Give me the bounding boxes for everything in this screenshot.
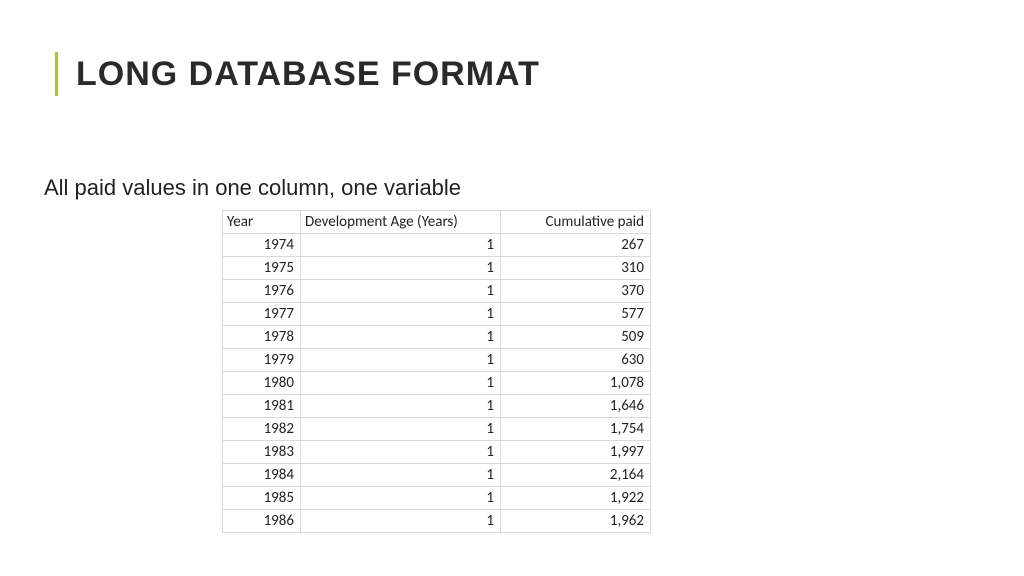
cell-dev-age: 1	[301, 418, 501, 441]
cell-cum-paid: 630	[501, 349, 651, 372]
table-row: 198111,646	[223, 395, 651, 418]
cell-year: 1982	[223, 418, 301, 441]
cell-dev-age: 1	[301, 487, 501, 510]
cell-dev-age: 1	[301, 395, 501, 418]
table-row: 198412,164	[223, 464, 651, 487]
cell-year: 1985	[223, 487, 301, 510]
cell-cum-paid: 1,962	[501, 510, 651, 533]
cell-year: 1981	[223, 395, 301, 418]
table-row: 198511,922	[223, 487, 651, 510]
cell-dev-age: 1	[301, 257, 501, 280]
cell-dev-age: 1	[301, 303, 501, 326]
table-row: 19741267	[223, 234, 651, 257]
cell-year: 1978	[223, 326, 301, 349]
cell-dev-age: 1	[301, 349, 501, 372]
table-header-row: Year Development Age (Years) Cumulative …	[223, 211, 651, 234]
table-row: 198611,962	[223, 510, 651, 533]
cell-year: 1980	[223, 372, 301, 395]
title-accent-bar	[55, 52, 58, 96]
data-table-container: Year Development Age (Years) Cumulative …	[222, 210, 651, 533]
cell-year: 1983	[223, 441, 301, 464]
cell-cum-paid: 577	[501, 303, 651, 326]
col-header-dev-age: Development Age (Years)	[301, 211, 501, 234]
cell-dev-age: 1	[301, 372, 501, 395]
cell-cum-paid: 310	[501, 257, 651, 280]
cell-dev-age: 1	[301, 280, 501, 303]
cell-year: 1984	[223, 464, 301, 487]
cell-dev-age: 1	[301, 464, 501, 487]
cell-cum-paid: 267	[501, 234, 651, 257]
cell-cum-paid: 1,997	[501, 441, 651, 464]
cell-cum-paid: 2,164	[501, 464, 651, 487]
data-table: Year Development Age (Years) Cumulative …	[222, 210, 651, 533]
cell-cum-paid: 1,646	[501, 395, 651, 418]
cell-year: 1986	[223, 510, 301, 533]
cell-cum-paid: 509	[501, 326, 651, 349]
table-row: 198311,997	[223, 441, 651, 464]
cell-cum-paid: 370	[501, 280, 651, 303]
col-header-cum-paid: Cumulative paid	[501, 211, 651, 234]
cell-dev-age: 1	[301, 510, 501, 533]
table-row: 19761370	[223, 280, 651, 303]
cell-dev-age: 1	[301, 326, 501, 349]
cell-cum-paid: 1,754	[501, 418, 651, 441]
cell-year: 1976	[223, 280, 301, 303]
table-row: 198011,078	[223, 372, 651, 395]
page-title: LONG DATABASE FORMAT	[76, 52, 540, 96]
table-row: 19751310	[223, 257, 651, 280]
cell-year: 1974	[223, 234, 301, 257]
cell-cum-paid: 1,078	[501, 372, 651, 395]
cell-dev-age: 1	[301, 441, 501, 464]
subtitle-text: All paid values in one column, one varia…	[44, 175, 461, 201]
cell-year: 1975	[223, 257, 301, 280]
col-header-year: Year	[223, 211, 301, 234]
table-row: 19791630	[223, 349, 651, 372]
table-row: 19771577	[223, 303, 651, 326]
table-row: 19781509	[223, 326, 651, 349]
table-row: 198211,754	[223, 418, 651, 441]
cell-cum-paid: 1,922	[501, 487, 651, 510]
table-body: 1974126719751310197613701977157719781509…	[223, 234, 651, 533]
cell-year: 1979	[223, 349, 301, 372]
cell-dev-age: 1	[301, 234, 501, 257]
cell-year: 1977	[223, 303, 301, 326]
title-block: LONG DATABASE FORMAT	[55, 52, 540, 96]
